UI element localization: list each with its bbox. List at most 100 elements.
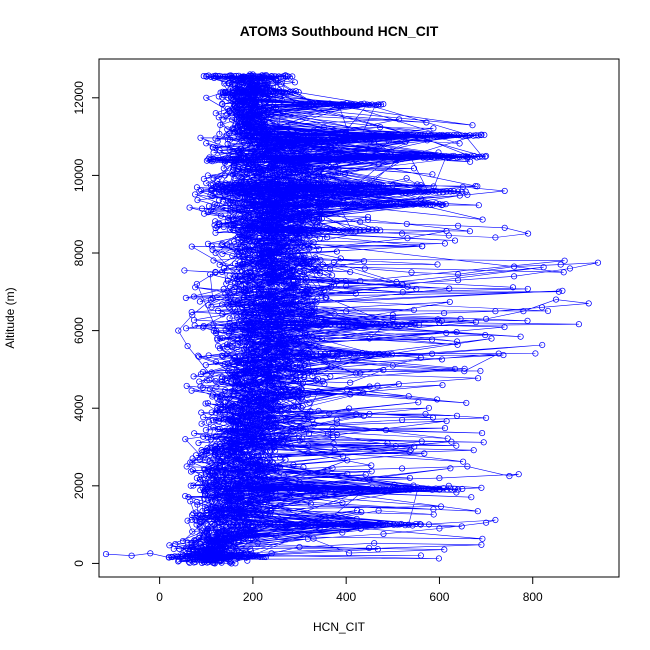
data-point	[231, 322, 238, 329]
data-point	[318, 336, 326, 343]
data-point	[183, 463, 190, 470]
data-point	[205, 302, 212, 309]
data-point	[429, 171, 436, 178]
data-point	[357, 486, 364, 493]
data-point	[410, 485, 417, 493]
x-tick-label: 0	[156, 590, 163, 604]
data-point	[266, 495, 273, 502]
data-point	[247, 285, 254, 292]
data-point	[360, 412, 367, 420]
data-point	[205, 526, 212, 533]
data-point	[256, 363, 263, 371]
data-point	[282, 73, 289, 80]
data-point	[249, 521, 256, 528]
data-point	[436, 200, 443, 208]
data-point	[406, 448, 413, 455]
data-point	[347, 379, 354, 386]
data-point	[225, 368, 232, 375]
data-point	[246, 514, 253, 522]
data-point	[304, 392, 311, 399]
data-point	[296, 156, 303, 164]
data-point	[288, 287, 295, 294]
data-point	[263, 239, 270, 246]
data-point	[293, 227, 300, 234]
data-point	[417, 521, 424, 528]
data-point	[232, 428, 240, 435]
data-point	[340, 136, 347, 143]
data-point	[193, 553, 200, 560]
data-point	[248, 302, 255, 309]
data-point	[455, 271, 462, 278]
data-point	[260, 338, 267, 345]
data-point	[295, 136, 302, 143]
data-point	[447, 465, 454, 472]
data-point	[280, 437, 287, 444]
data-point	[313, 267, 320, 274]
data-point	[245, 139, 253, 146]
data-point	[371, 181, 378, 188]
data-point	[285, 227, 292, 234]
data-point	[480, 439, 487, 446]
data-point	[206, 474, 213, 481]
data-point	[450, 188, 457, 195]
data-point	[436, 525, 443, 532]
data-point	[532, 350, 539, 357]
data-point	[436, 475, 443, 482]
data-point	[428, 132, 435, 139]
data-point	[446, 132, 454, 139]
data-point	[257, 397, 265, 404]
data-point	[285, 337, 293, 344]
data-point	[287, 247, 294, 255]
data-point	[259, 122, 266, 129]
data-point	[242, 462, 249, 469]
data-point	[287, 250, 294, 257]
data-point	[462, 188, 469, 195]
data-point	[249, 148, 256, 155]
data-point	[247, 546, 254, 553]
data-point	[279, 368, 286, 375]
data-point	[226, 182, 233, 189]
data-point	[304, 520, 312, 527]
data-point	[317, 350, 324, 357]
data-point	[234, 95, 241, 102]
data-point	[244, 304, 251, 311]
data-point	[347, 153, 354, 160]
data-point	[263, 359, 271, 366]
data-point	[326, 410, 333, 417]
data-point	[256, 226, 263, 233]
data-point	[234, 112, 241, 119]
data-point	[253, 420, 260, 427]
data-point	[343, 188, 350, 195]
data-point	[236, 430, 243, 437]
data-point	[230, 199, 237, 206]
data-point	[393, 201, 400, 208]
data-point	[389, 315, 396, 323]
data-point	[247, 438, 254, 445]
data-point	[506, 473, 513, 480]
data-point	[468, 494, 475, 501]
data-point	[216, 197, 223, 204]
data-point	[241, 479, 248, 486]
data-point	[219, 301, 226, 308]
data-point	[303, 240, 310, 247]
data-point	[263, 521, 270, 528]
data-point	[335, 485, 343, 492]
data-point	[241, 98, 248, 106]
data-point	[240, 553, 247, 560]
data-point	[357, 370, 364, 377]
data-point	[222, 89, 229, 97]
data-point	[199, 384, 206, 391]
data-point	[291, 157, 299, 164]
data-point	[261, 181, 268, 188]
data-point	[300, 269, 308, 276]
data-point	[292, 136, 299, 143]
data-point	[372, 350, 379, 358]
data-point	[319, 261, 326, 268]
data-point	[210, 327, 217, 334]
data-point	[264, 227, 271, 234]
data-point	[287, 188, 294, 195]
data-point	[447, 188, 454, 195]
data-point	[291, 216, 298, 223]
data-point	[259, 226, 266, 233]
data-point	[306, 136, 314, 143]
